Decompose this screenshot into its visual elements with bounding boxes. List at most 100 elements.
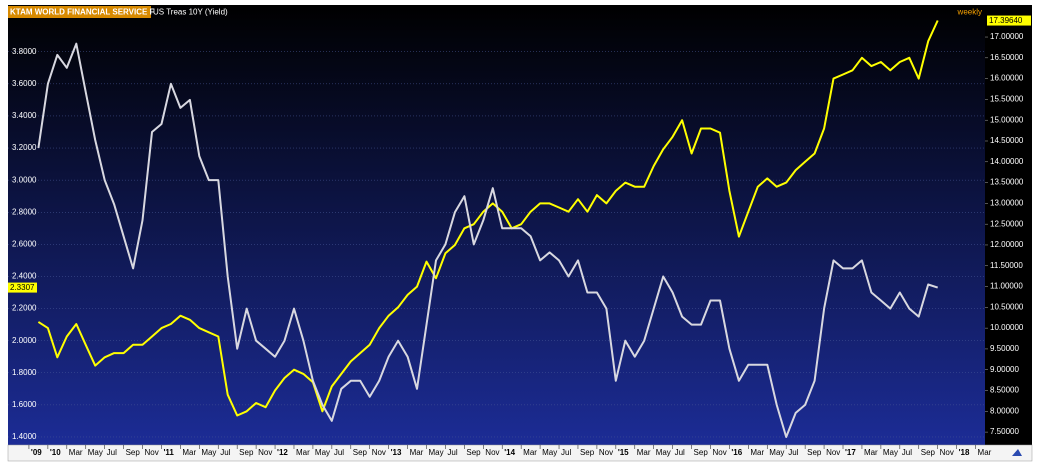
y-tick-label: 3.2000 (12, 143, 37, 152)
x-tick-label: '14 (504, 448, 515, 457)
right-axis-band (985, 5, 1032, 445)
series-line (37, 42, 939, 438)
y2-tick-label: 12.50000 (990, 219, 1024, 228)
x-tick-label: Mar (750, 448, 764, 457)
y-tick-label: 2.4000 (12, 272, 37, 281)
last-value-label: 2.3307 (10, 283, 35, 292)
last-value-label: 17.39640 (989, 16, 1023, 25)
x-tick-label: '18 (959, 448, 970, 457)
x-tick-label: May (883, 448, 898, 457)
x-tick-label: Mar (978, 448, 992, 457)
y2-tick-label: 12.00000 (990, 240, 1024, 249)
x-tick-label: Mar (523, 448, 537, 457)
legend-series-0: KTAM WORLD FINANCIAL SERVICE F (10, 8, 155, 17)
x-tick-label: Mar (69, 448, 83, 457)
periodicity: weekly (957, 8, 982, 17)
y2-tick-label: 9.00000 (990, 365, 1019, 374)
y2-tick-label: 10.00000 (990, 323, 1024, 332)
x-tick-label: Mar (296, 448, 310, 457)
x-tick-label: Jul (447, 448, 457, 457)
x-tick-label: Mar (410, 448, 424, 457)
x-tick-label: '09 (31, 448, 42, 457)
x-tick-label: Mar (182, 448, 196, 457)
x-tick-label: Jul (675, 448, 685, 457)
x-tick-label: May (429, 448, 444, 457)
y-tick-label: 2.2000 (12, 304, 37, 313)
plot-background (8, 5, 985, 445)
x-tick-label: '15 (618, 448, 629, 457)
y-tick-label: 3.4000 (12, 111, 37, 120)
y2-tick-label: 13.50000 (990, 178, 1024, 187)
y2-tick-label: 7.50000 (990, 427, 1019, 436)
x-tick-label: Mar (864, 448, 878, 457)
y-tick-label: 1.8000 (12, 368, 37, 377)
x-tick-label: Sep (466, 448, 481, 457)
y2-tick-label: 10.50000 (990, 302, 1024, 311)
y2-tick-label: 15.00000 (990, 115, 1024, 124)
x-tick-label: Sep (921, 448, 936, 457)
corner-icon (1012, 449, 1022, 456)
x-tick-label: May (542, 448, 557, 457)
y2-tick-label: 16.00000 (990, 74, 1024, 83)
y-tick-label: 3.8000 (12, 47, 37, 56)
y2-tick-label: 14.00000 (990, 157, 1024, 166)
x-tick-label: Jul (220, 448, 230, 457)
x-tick-label: Nov (145, 448, 159, 457)
last-value-box (8, 282, 37, 293)
x-tick-label: Nov (826, 448, 840, 457)
y2-tick-label: 16.50000 (990, 53, 1024, 62)
x-tick-label: '13 (391, 448, 402, 457)
x-tick-label: May (656, 448, 671, 457)
x-tick-label: Nov (940, 448, 954, 457)
x-tick-label: Sep (694, 448, 709, 457)
x-tick-label: Nov (712, 448, 726, 457)
x-tick-label: Jul (107, 448, 117, 457)
x-tick-label: '16 (731, 448, 742, 457)
y2-tick-label: 15.50000 (990, 95, 1024, 104)
x-tick-label: Jul (902, 448, 912, 457)
x-tick-label: Nov (258, 448, 272, 457)
x-tick-label: Sep (353, 448, 368, 457)
x-tick-label: Jul (561, 448, 571, 457)
y-tick-label: 2.6000 (12, 239, 37, 248)
y2-tick-label: 11.00000 (990, 282, 1023, 291)
x-tick-label: Sep (580, 448, 595, 457)
x-tick-label: Sep (239, 448, 254, 457)
x-tick-label: Sep (807, 448, 822, 457)
x-tick-label: Jul (788, 448, 798, 457)
y2-tick-label: 13.00000 (990, 198, 1024, 207)
x-tick-label: Sep (126, 448, 141, 457)
x-tick-label: May (201, 448, 216, 457)
legend-series-1: US Treas 10Y (Yield) (153, 8, 228, 17)
y2-tick-label: 9.50000 (990, 344, 1019, 353)
x-tick-label: Nov (372, 448, 386, 457)
x-tick-label: May (315, 448, 330, 457)
lines (37, 20, 939, 438)
y-tick-label: 2.0000 (12, 336, 37, 345)
x-axis-band (7, 444, 1033, 462)
x-tick-label: '17 (845, 448, 856, 457)
x-tick-label: May (769, 448, 784, 457)
title-box (8, 6, 151, 18)
x-tick-label: '10 (50, 448, 61, 457)
last-value-box (987, 15, 1031, 26)
y2-tick-label: 17.00000 (990, 32, 1024, 41)
y2-tick-label: 11.50000 (990, 261, 1023, 270)
x-tick-label: '12 (277, 448, 288, 457)
x-tick-label: Mar (637, 448, 651, 457)
labels: 1.4000 1.6000 1.8000 2.0000 2.2000 2.4000 2.60… (8, 15, 1031, 457)
y-tick-label: 1.6000 (12, 400, 37, 409)
y2-tick-label: 8.00000 (990, 406, 1019, 415)
y-tick-label: 2.8000 (12, 207, 37, 216)
x-tick-label: Jul (334, 448, 344, 457)
y-tick-label: 3.0000 (12, 175, 37, 184)
x-tick-label: Nov (599, 448, 613, 457)
x-tick-label: Nov (485, 448, 499, 457)
y-tick-label: 3.6000 (12, 79, 37, 88)
x-tick-label: '11 (163, 448, 174, 457)
y2-tick-label: 8.50000 (990, 386, 1019, 395)
y-tick-label: 1.4000 (12, 432, 37, 441)
x-tick-label: May (88, 448, 103, 457)
